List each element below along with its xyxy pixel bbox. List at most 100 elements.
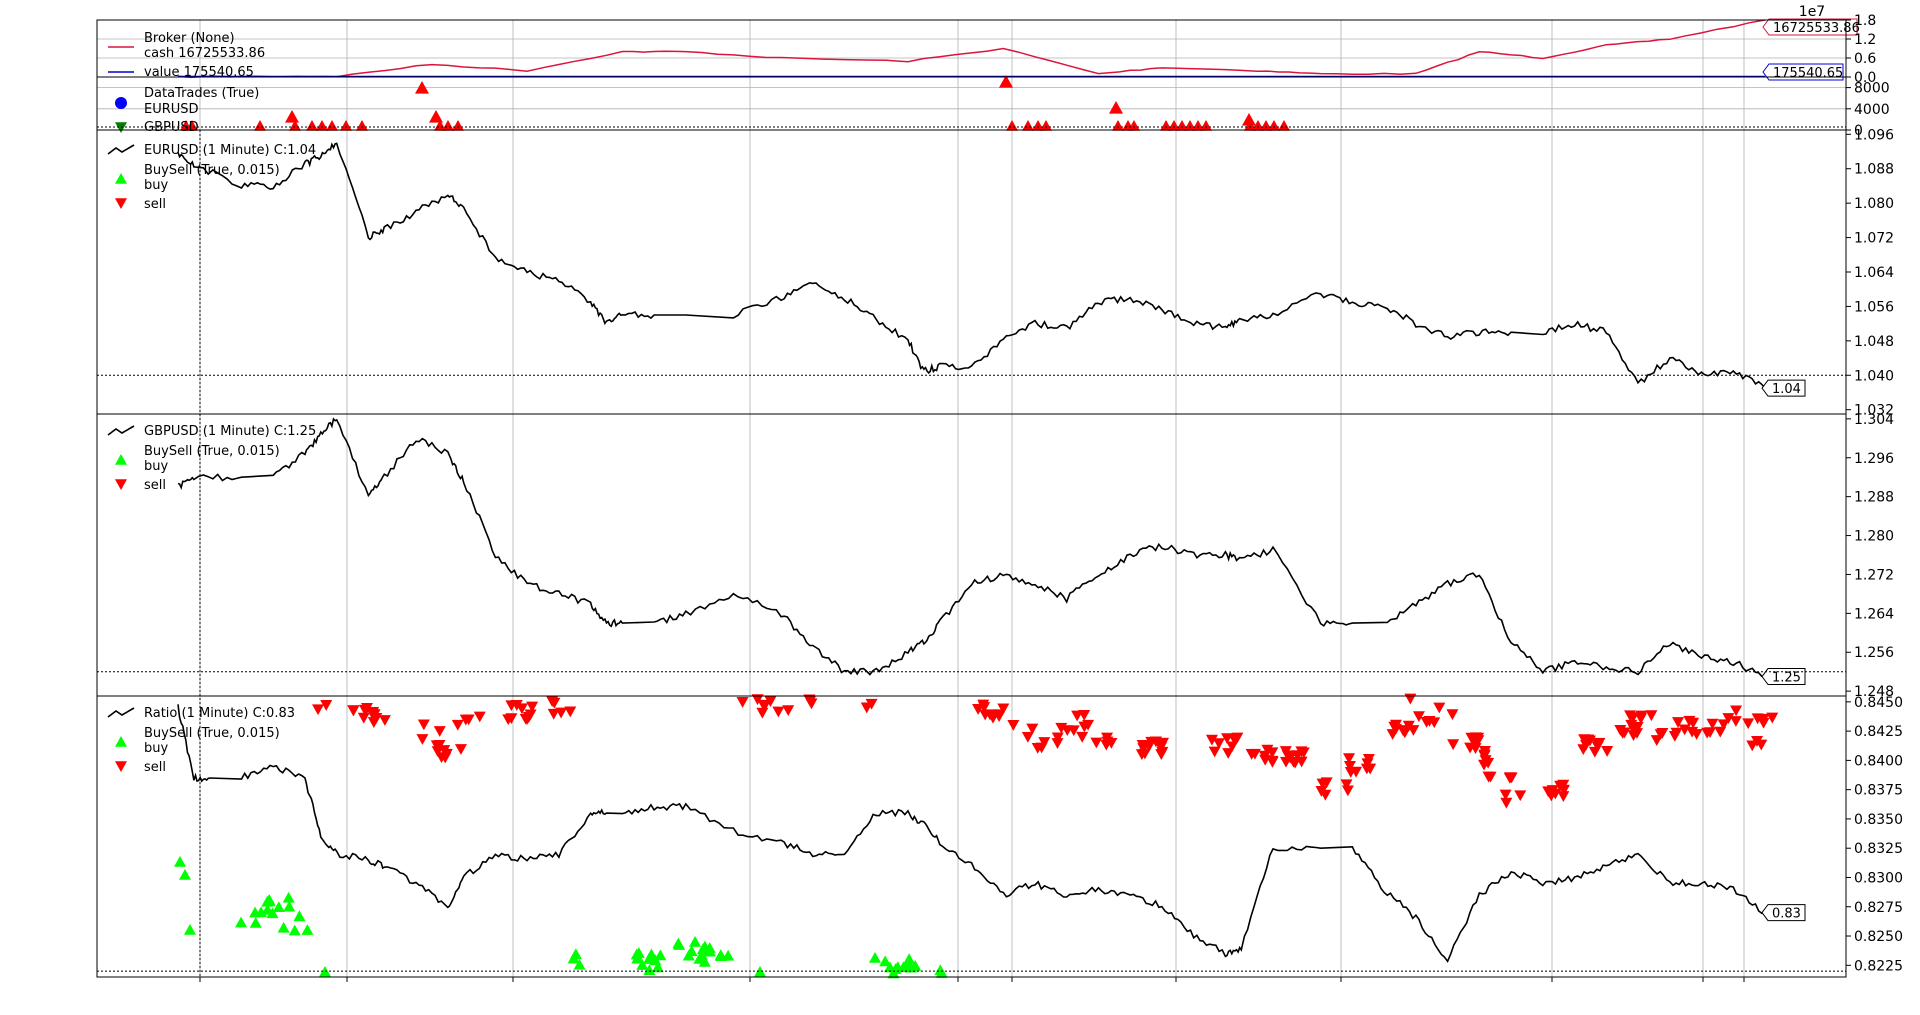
ratio-sell-marker-44 [751, 694, 764, 706]
ratio-buy-marker-29 [651, 961, 664, 973]
ytick-label-3-3: 1.272 [1854, 567, 1894, 583]
price-last-value-text-2: 1.04 [1772, 382, 1801, 397]
datatrades-marker-row-19 [1160, 120, 1172, 131]
ratio-sell-marker-76 [1061, 725, 1074, 737]
legend-layer: Broker (None)cash 16725533.86 value 17554… [107, 31, 316, 775]
ytick-label-4-2: 0.8275 [1854, 900, 1903, 916]
ratio-buy-marker-50 [869, 952, 881, 963]
ratio-sell-marker-223 [1742, 718, 1755, 730]
ratio-buy-marker-11 [272, 901, 285, 913]
ratio-sell-marker-99 [1222, 748, 1235, 759]
ratio-buy-marker-21 [567, 952, 580, 964]
marker-layer [115, 75, 1779, 979]
ratio-sell-marker-103 [1208, 746, 1221, 758]
ratio-sell-marker-46 [756, 707, 769, 719]
ratio-sell-marker-123 [1295, 756, 1308, 768]
datatrades-marker-row-28 [1268, 120, 1280, 131]
price-last-value-box-2 [1761, 379, 1806, 397]
ratio-sell-marker-169 [1484, 771, 1497, 783]
ratio-buy-marker-6 [266, 907, 279, 919]
ratio-sell-marker-13 [433, 726, 446, 737]
ratio-buy-marker-46 [698, 956, 711, 967]
datatrades-marker-up-4 [285, 110, 299, 123]
ratio-sell-marker-97 [1138, 748, 1151, 760]
datatrades-legend-swatch-1 [115, 122, 127, 133]
ytick-label-1-0: 0 [1854, 123, 1863, 139]
buy-legend-swatch-2 [115, 173, 127, 184]
datatrades-marker-row-22 [1184, 120, 1196, 131]
ratio-buy-marker-0 [174, 856, 186, 867]
ratio-sell-marker-61 [978, 702, 991, 713]
datatrades-marker-row-4 [306, 120, 318, 131]
ytick-label-4-4: 0.8325 [1854, 841, 1903, 857]
series-layer: 16725533.86 175540.65 1.04 1.25 0.83 [177, 18, 1860, 963]
grid-layer [97, 19, 1846, 977]
datatrades-marker-row-15 [1040, 120, 1052, 131]
ratio-buy-marker-24 [631, 952, 644, 964]
price-legend-swatch-3 [107, 425, 135, 436]
buysell-legend-title-4: BuySell (True, 0.015) [144, 726, 280, 741]
ratio-buy-marker-30 [632, 947, 645, 958]
ratio-sell-marker-200 [1630, 728, 1643, 739]
ratio-sell-marker-134 [1364, 763, 1377, 775]
ratio-sell-marker-148 [1412, 711, 1425, 723]
ratio-sell-marker-149 [1404, 693, 1417, 705]
ratio-sell-marker-45 [772, 706, 785, 718]
ratio-buy-marker-32 [649, 954, 662, 966]
ratio-sell-marker-127 [1341, 785, 1354, 797]
datatrades-marker-row-16 [1112, 120, 1124, 131]
ratio-sell-marker-3 [357, 712, 370, 724]
panel-frame-1 [96, 76, 1847, 131]
ratio-sell-marker-65 [993, 711, 1006, 722]
buy-legend-label-2: buy [144, 178, 168, 193]
price-legend-title-3: GBPUSD (1 Minute) C:1.25 [144, 424, 316, 439]
ratio-sell-marker-66 [1026, 723, 1039, 735]
ratio-sell-marker-31 [502, 714, 515, 726]
ytick-label-0-2: 1.2 [1854, 32, 1876, 48]
datatrades-marker-row-3 [289, 120, 301, 131]
datatrades-marker-row-27 [1260, 120, 1272, 131]
ytick-label-2-6: 1.080 [1854, 196, 1894, 212]
ratio-sell-marker-23 [435, 752, 448, 764]
ratio-buy-marker-13 [255, 906, 268, 918]
ytick-label-4-3: 0.8300 [1854, 870, 1903, 886]
ratio-buy-marker-39 [689, 935, 702, 947]
ratio-sell-marker-95 [1149, 736, 1162, 748]
ytick-label-0-3: 1.8 [1854, 13, 1876, 29]
ratio-sell-marker-26 [451, 719, 464, 731]
ratio-buy-marker-2 [184, 924, 196, 935]
ratio-buy-marker-15 [293, 910, 306, 922]
ratio-sell-marker-221 [1717, 719, 1730, 731]
ratio-buy-marker-48 [722, 949, 735, 961]
ratio-sell-marker-217 [1706, 718, 1719, 730]
ratio-sell-marker-118 [1295, 746, 1308, 758]
panel-frame-3 [96, 413, 1847, 697]
ratio-buy-marker-60 [903, 953, 916, 965]
ratio-buy-marker-17 [301, 924, 314, 935]
datatrades-marker-up-5 [1242, 113, 1256, 126]
ratio-sell-marker-90 [1155, 749, 1168, 760]
ratio-sell-marker-218 [1722, 713, 1735, 724]
datatrades-marker-row-25 [1244, 120, 1256, 131]
sell-legend-swatch-4 [115, 761, 127, 772]
ratio-sell-marker-47 [764, 696, 777, 707]
ratio-buy-marker-37 [672, 937, 685, 949]
ratio-sell-marker-25 [459, 714, 472, 726]
ytick-label-3-1: 1.256 [1854, 645, 1894, 661]
panel-frame-4 [96, 695, 1847, 978]
datatrades-marker-up-3 [429, 110, 443, 123]
ratio-buy-marker-12 [282, 891, 295, 903]
ratio-sell-marker-73 [1076, 731, 1089, 743]
ratio-sell-marker-50 [758, 701, 771, 713]
ratio-sell-marker-128 [1320, 777, 1333, 789]
ratio-sell-marker-229 [1714, 726, 1727, 738]
ratio-sell-marker-101 [1226, 741, 1239, 753]
broker-legend-label-1: value 175540.65 [144, 65, 254, 80]
datatrades-marker-row-20 [1168, 120, 1180, 131]
ratio-buy-marker-3 [235, 916, 248, 928]
ratio-sell-marker-192 [1577, 744, 1590, 756]
ratio-buy-marker-52 [879, 955, 892, 967]
ratio-sell-marker-112 [1245, 749, 1258, 760]
ratio-sell-marker-82 [1101, 732, 1114, 744]
sell-legend-swatch-3 [115, 479, 127, 490]
